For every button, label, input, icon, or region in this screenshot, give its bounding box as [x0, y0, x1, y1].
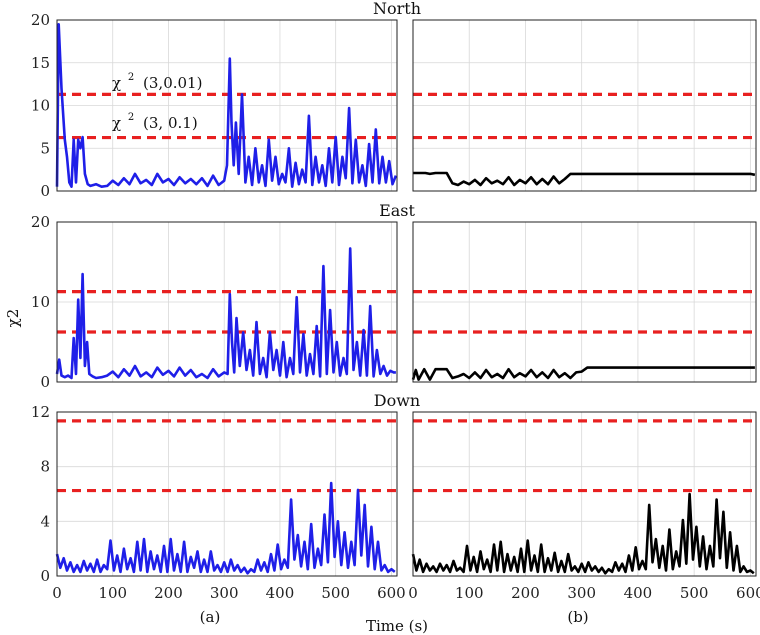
- y-tick-label-north-3: 15: [31, 54, 50, 72]
- row-title-east: East: [379, 201, 415, 220]
- x-tick-label-b-0: 0: [408, 584, 418, 602]
- row-title-down: Down: [374, 391, 420, 410]
- series-line-north-a: [55, 22, 398, 188]
- panel-down-b: 0 100 200 300 400 500 600: [408, 411, 760, 602]
- y-tick-label-north-1: 5: [40, 139, 50, 157]
- y-tick-label-north-0: 0: [40, 182, 50, 200]
- panel-down-a: 0 4 8 12 0 100 200 300 400 500 600: [31, 403, 406, 602]
- plot-frame-east-a: [56, 221, 398, 383]
- plot-frame-north-b: [412, 19, 757, 192]
- panel-north-a: 0 5 10 15 20: [31, 11, 398, 200]
- column-label-b: (b): [567, 608, 588, 626]
- y-tick-label-down-1: 4: [40, 512, 50, 530]
- x-tick-label-a-3: 300: [210, 584, 239, 602]
- panel-north-b: [412, 19, 757, 192]
- threshold-label-upper: χ 2 (3,0.01): [112, 66, 202, 92]
- y-tick-label-down-2: 8: [40, 458, 50, 476]
- column-label-a: (a): [200, 608, 221, 626]
- y-tick-label-down-3: 12: [31, 403, 50, 421]
- x-tick-label-a-6: 600: [377, 584, 406, 602]
- x-tick-label-b-2: 200: [511, 584, 540, 602]
- x-tick-label-a-0: 0: [52, 584, 62, 602]
- plot-frame-down-a: [56, 411, 398, 577]
- threshold-label-lower: χ 2 (3, 0.1): [112, 106, 198, 132]
- threshold-label-upper-symbol: χ: [112, 74, 121, 92]
- x-tick-label-a-4: 400: [266, 584, 295, 602]
- threshold-label-upper-exponent: 2: [128, 72, 134, 83]
- grid-north-b: [412, 19, 756, 192]
- series-line-east-a: [55, 247, 396, 380]
- y-tick-label-east-0: 0: [40, 373, 50, 391]
- y-tick-label-down-0: 0: [40, 567, 50, 585]
- row-title-north: North: [373, 0, 421, 18]
- series-line-north-b: [413, 171, 756, 187]
- plot-frame-east-b: [412, 221, 757, 383]
- threshold-label-lower-args: (3, 0.1): [143, 114, 198, 132]
- x-tick-label-b-1: 100: [455, 584, 484, 602]
- y-tick-label-north-2: 10: [31, 97, 50, 115]
- x-tick-label-a-2: 200: [154, 584, 183, 602]
- x-tick-label-b-4: 400: [624, 584, 653, 602]
- series-line-down-a: [55, 481, 396, 575]
- series-line-down-b: [411, 492, 755, 575]
- threshold-label-upper-args: (3,0.01): [143, 74, 202, 92]
- threshold-label-lower-symbol: χ: [112, 114, 121, 132]
- series-line-east-b: [411, 366, 755, 381]
- y-tick-label-east-2: 20: [31, 213, 50, 231]
- x-tick-label-b-5: 500: [680, 584, 709, 602]
- x-tick-label-b-6: 600: [736, 584, 760, 602]
- x-tick-label-b-3: 300: [567, 584, 596, 602]
- x-axis-label: Time (s): [366, 617, 428, 635]
- plot-frame-down-b: [412, 411, 757, 577]
- y-tick-label-north-4: 20: [31, 11, 50, 29]
- y-axis-label: χ2: [4, 309, 22, 328]
- threshold-label-lower-exponent: 2: [128, 112, 134, 123]
- panel-east-b: [411, 221, 757, 383]
- y-tick-label-east-1: 10: [31, 293, 50, 311]
- x-tick-label-a-1: 100: [98, 584, 127, 602]
- grid-east-b: [412, 221, 756, 383]
- panel-east-a: 0 10 20: [31, 213, 398, 391]
- plot-frame-north-a: [56, 19, 398, 192]
- x-tick-label-a-5: 500: [321, 584, 350, 602]
